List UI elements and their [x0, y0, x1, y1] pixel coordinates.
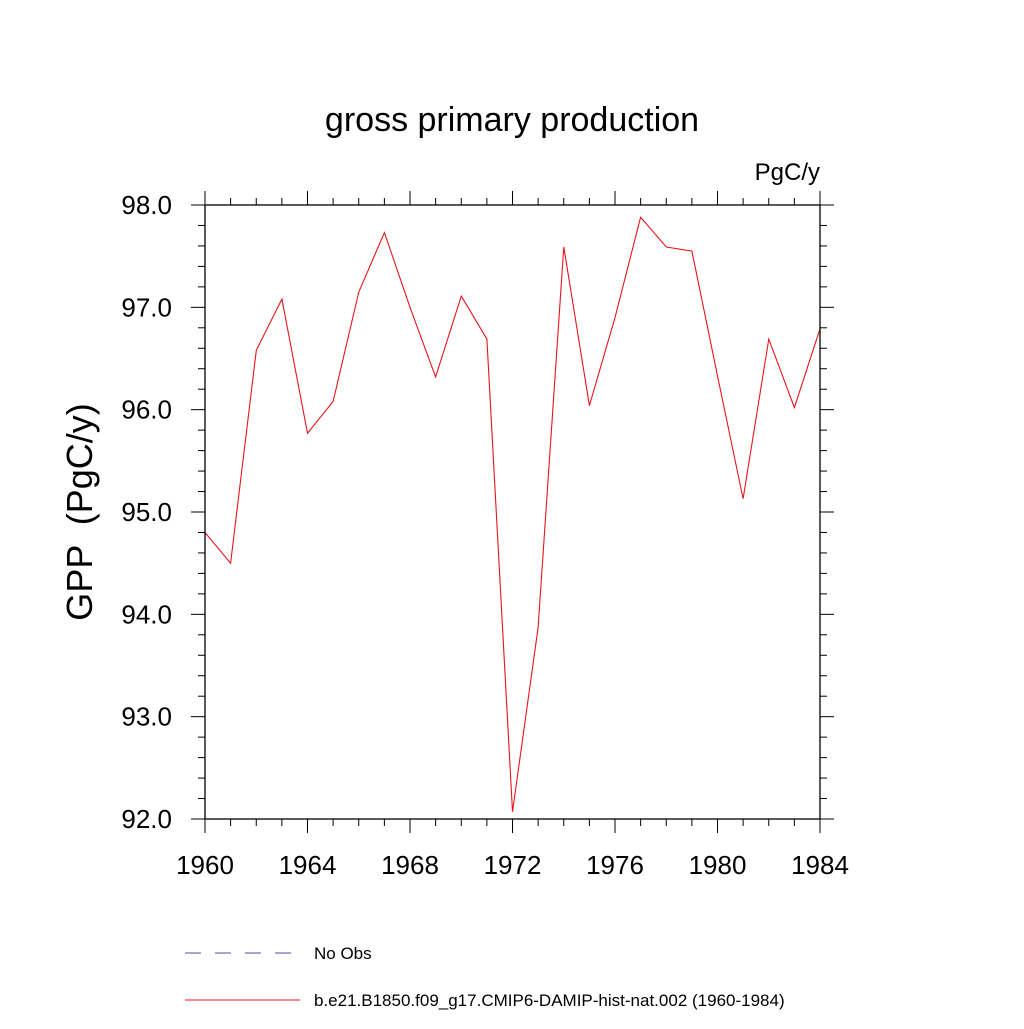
legend-label: No Obs	[314, 944, 372, 963]
plot-frame	[204, 204, 821, 820]
y-tick-label: 98.0	[121, 190, 172, 220]
series-layer	[204, 216, 821, 812]
y-axis-label: GPP (PgC/y)	[59, 403, 100, 620]
legend: No Obs b.e21.B1850.f09_g17.CMIP6-DAMIP-hi…	[185, 944, 785, 1010]
x-tick-label: 1976	[586, 850, 644, 880]
x-tick-label: 1964	[279, 850, 337, 880]
y-tick-label: 92.0	[121, 804, 172, 834]
y-tick-label: 94.0	[121, 599, 172, 629]
ticks-layer: 1960 1964 1968 1972 1976 1980 1984 92.0 93.0 94.0…	[121, 190, 849, 880]
x-tick-label: 1968	[381, 850, 439, 880]
series-line	[204, 216, 821, 812]
x-tick-label: 1980	[689, 850, 747, 880]
y-tick-label: 93.0	[121, 702, 172, 732]
y-tick-label: 96.0	[121, 395, 172, 425]
x-tick-label: 1984	[791, 850, 849, 880]
legend-label: b.e21.B1850.f09_g17.CMIP6-DAMIP-hist-nat…	[314, 991, 785, 1010]
x-tick-label: 1972	[484, 850, 542, 880]
y-tick-label: 97.0	[121, 292, 172, 322]
x-tick-label: 1960	[176, 850, 234, 880]
y-tick-label: 95.0	[121, 497, 172, 527]
units-label: PgC/y	[755, 159, 820, 186]
chart-title: gross primary production	[325, 101, 699, 139]
